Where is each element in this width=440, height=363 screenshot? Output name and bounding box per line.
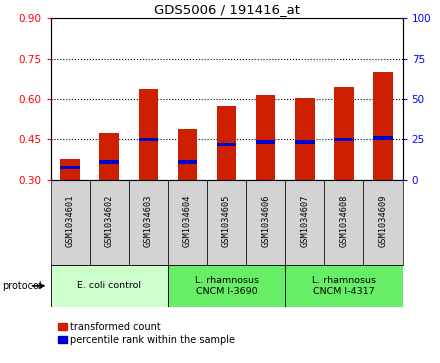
Bar: [168, 265, 285, 307]
Text: GSM1034606: GSM1034606: [261, 194, 270, 247]
Text: GSM1034603: GSM1034603: [144, 194, 153, 247]
Bar: [285, 180, 324, 265]
Bar: [139, 90, 158, 180]
Bar: [334, 87, 354, 180]
Text: GSM1034605: GSM1034605: [222, 194, 231, 247]
Bar: [256, 95, 275, 180]
Bar: [217, 143, 236, 146]
Bar: [129, 180, 168, 265]
Bar: [168, 180, 207, 265]
Bar: [178, 129, 197, 180]
Text: L. rhamnosus
CNCM I-4317: L. rhamnosus CNCM I-4317: [312, 276, 376, 295]
Bar: [295, 140, 315, 144]
Bar: [373, 136, 393, 140]
Text: L. rhamnosus
CNCM I-3690: L. rhamnosus CNCM I-3690: [194, 276, 259, 295]
Bar: [207, 180, 246, 265]
Bar: [99, 132, 119, 180]
Text: GSM1034609: GSM1034609: [378, 194, 388, 247]
Text: GSM1034607: GSM1034607: [301, 194, 309, 247]
Bar: [246, 180, 285, 265]
Bar: [139, 138, 158, 141]
Text: GSM1034604: GSM1034604: [183, 194, 192, 247]
Bar: [51, 180, 90, 265]
Text: E. coli control: E. coli control: [77, 281, 141, 290]
Bar: [178, 160, 197, 164]
Bar: [295, 98, 315, 180]
Bar: [60, 166, 80, 169]
Bar: [363, 180, 403, 265]
Text: protocol: protocol: [2, 281, 42, 291]
Bar: [324, 180, 363, 265]
Bar: [51, 265, 168, 307]
Bar: [90, 180, 129, 265]
Bar: [285, 265, 403, 307]
Bar: [373, 72, 393, 180]
Text: GSM1034602: GSM1034602: [105, 194, 114, 247]
Legend: transformed count, percentile rank within the sample: transformed count, percentile rank withi…: [54, 318, 239, 349]
Bar: [217, 106, 236, 180]
Text: GSM1034601: GSM1034601: [66, 194, 75, 247]
Bar: [256, 140, 275, 144]
Bar: [99, 160, 119, 164]
Bar: [60, 159, 80, 180]
Title: GDS5006 / 191416_at: GDS5006 / 191416_at: [154, 3, 300, 16]
Text: GSM1034608: GSM1034608: [339, 194, 348, 247]
Bar: [334, 138, 354, 141]
